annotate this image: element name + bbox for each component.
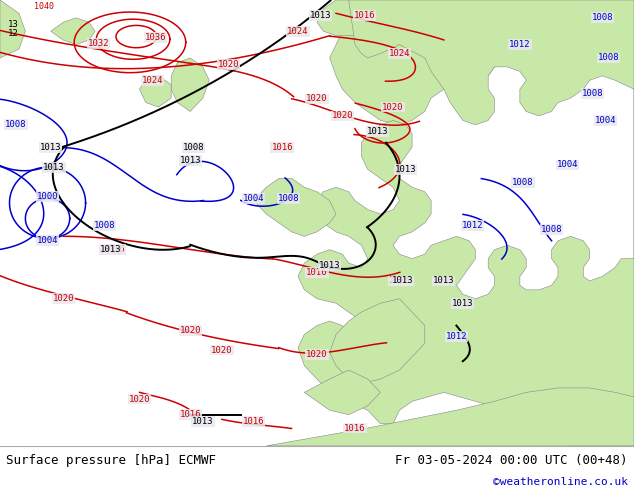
Polygon shape [317, 0, 368, 36]
Text: 1013: 1013 [452, 299, 474, 308]
Text: 13: 13 [8, 20, 18, 29]
Text: 1016: 1016 [271, 143, 293, 151]
Text: 1020: 1020 [211, 345, 233, 355]
Text: 1016: 1016 [389, 276, 410, 285]
Text: 1020: 1020 [129, 394, 150, 404]
Polygon shape [139, 76, 171, 107]
Polygon shape [171, 58, 209, 112]
Text: 1000: 1000 [37, 192, 58, 201]
Text: ©weatheronline.co.uk: ©weatheronline.co.uk [493, 477, 628, 487]
Text: 1016: 1016 [179, 410, 201, 419]
Text: 1036: 1036 [145, 33, 166, 43]
Text: 1008: 1008 [592, 13, 613, 23]
Text: 1008: 1008 [183, 143, 204, 151]
Text: 1012: 1012 [509, 40, 531, 49]
Polygon shape [0, 0, 25, 58]
Text: 1008: 1008 [512, 178, 534, 187]
Text: Surface pressure [hPa] ECMWF: Surface pressure [hPa] ECMWF [6, 454, 216, 466]
Polygon shape [304, 370, 380, 415]
Text: 1020: 1020 [217, 60, 239, 69]
Text: 1016: 1016 [306, 269, 328, 277]
Text: 1004: 1004 [595, 116, 616, 125]
Text: 1024: 1024 [141, 76, 163, 85]
Text: 1004: 1004 [37, 236, 58, 245]
Text: 1032: 1032 [87, 39, 109, 48]
Text: 1004: 1004 [557, 161, 578, 170]
Text: 1008: 1008 [5, 121, 27, 129]
Text: 1024: 1024 [287, 27, 309, 36]
Text: 1016: 1016 [344, 423, 366, 433]
Text: 1013: 1013 [309, 11, 331, 20]
Text: 1008: 1008 [598, 53, 619, 62]
Text: 1024: 1024 [389, 49, 410, 58]
Text: 1013: 1013 [192, 417, 214, 426]
Text: 1013: 1013 [319, 261, 340, 270]
Polygon shape [431, 40, 495, 80]
Text: 1013: 1013 [43, 163, 65, 172]
Text: 1013: 1013 [433, 276, 455, 285]
Text: 1013: 1013 [392, 276, 413, 285]
Polygon shape [254, 178, 336, 236]
Text: 1013: 1013 [395, 165, 417, 174]
Text: 1020: 1020 [179, 326, 201, 335]
Text: 1016: 1016 [243, 417, 264, 426]
Text: 1012: 1012 [446, 332, 467, 341]
Polygon shape [51, 18, 95, 45]
Text: 1013: 1013 [40, 143, 61, 151]
Polygon shape [330, 0, 456, 125]
Text: 1008: 1008 [541, 225, 562, 234]
Text: 1016: 1016 [103, 245, 125, 254]
Text: 12: 12 [8, 29, 18, 38]
Text: 1004: 1004 [243, 194, 264, 203]
Polygon shape [266, 388, 634, 446]
Text: 1020: 1020 [382, 102, 404, 112]
Polygon shape [330, 299, 425, 384]
Polygon shape [298, 0, 634, 446]
Text: 1013: 1013 [179, 156, 201, 165]
Text: 1040: 1040 [34, 2, 55, 11]
Text: 1008: 1008 [94, 220, 115, 230]
Text: 1013: 1013 [100, 245, 122, 254]
Text: 1008: 1008 [582, 89, 604, 98]
Text: 1020: 1020 [53, 294, 74, 303]
Text: Fr 03-05-2024 00:00 UTC (00+48): Fr 03-05-2024 00:00 UTC (00+48) [395, 454, 628, 466]
Text: 1008: 1008 [278, 194, 299, 203]
Text: 1013: 1013 [366, 127, 388, 136]
Text: 1020: 1020 [306, 350, 328, 359]
Text: 1020: 1020 [306, 95, 328, 103]
Text: 1020: 1020 [332, 111, 353, 121]
Text: 1012: 1012 [462, 220, 483, 230]
Text: 1016: 1016 [354, 11, 375, 20]
